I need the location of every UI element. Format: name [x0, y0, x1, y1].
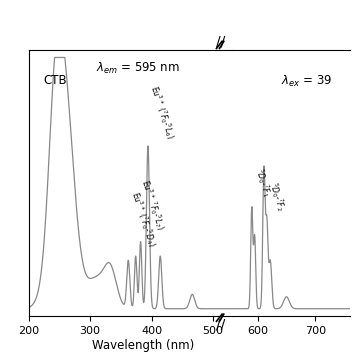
- Text: Eu$^{3+}$ ($^7F_0$-$^5D_4$): Eu$^{3+}$ ($^7F_0$-$^5D_4$): [128, 190, 159, 249]
- Text: $\lambda_{em}$ = 595 nm: $\lambda_{em}$ = 595 nm: [95, 61, 180, 76]
- Text: Wavelength (nm): Wavelength (nm): [93, 339, 195, 352]
- Text: Eu$^{3+}$ ($^7F_0$-$^5L_6$): Eu$^{3+}$ ($^7F_0$-$^5L_6$): [147, 84, 178, 141]
- Text: CTB: CTB: [43, 74, 66, 87]
- Text: //: //: [216, 318, 225, 332]
- Text: $^5D_0$-$^7F_2$: $^5D_0$-$^7F_2$: [266, 181, 288, 213]
- Text: //: //: [216, 34, 225, 48]
- Text: $\lambda_{ex}$ = 39: $\lambda_{ex}$ = 39: [281, 74, 332, 89]
- Text: Eu$^{3+}$ $^7F_0$-$^5L_7$): Eu$^{3+}$ $^7F_0$-$^5L_7$): [138, 178, 168, 232]
- Text: $^5D_0$-$^7F_1$: $^5D_0$-$^7F_1$: [252, 167, 274, 199]
